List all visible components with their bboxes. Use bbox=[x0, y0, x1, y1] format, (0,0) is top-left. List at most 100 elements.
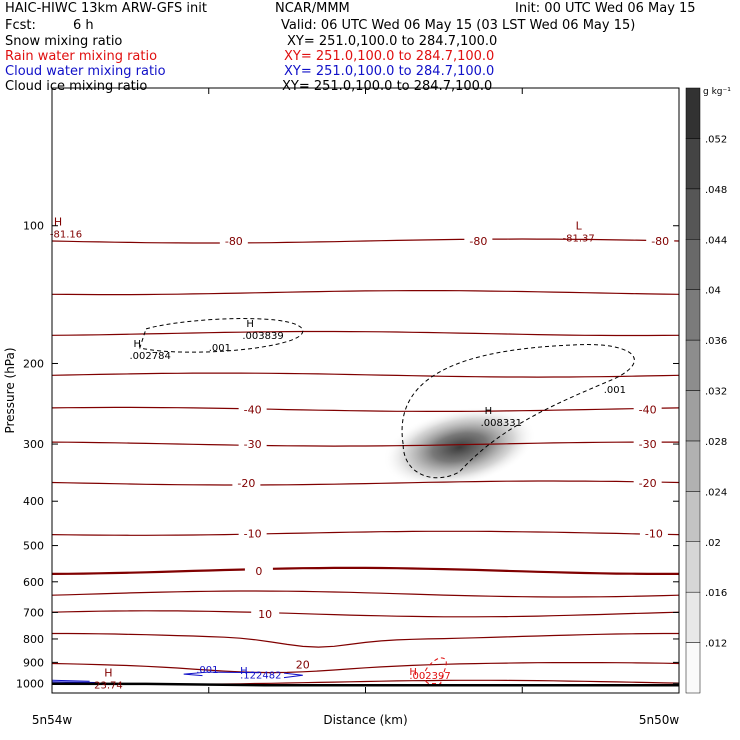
y-tick-label: 600 bbox=[23, 576, 44, 589]
temperature-label-bg bbox=[244, 563, 273, 577]
cloud-water-max-symbol: H bbox=[240, 666, 248, 677]
colorbar-label: .04 bbox=[705, 286, 721, 297]
temperature-contour bbox=[52, 480, 679, 486]
field-xy-rain: XY= 251.0,100.0 to 284.7,100.0 bbox=[284, 49, 495, 64]
temperature-label: -40 bbox=[639, 403, 657, 416]
colorbar-swatch bbox=[685, 339, 701, 391]
temperature-label-bg bbox=[288, 657, 317, 671]
cloud-ice-max-symbol: H bbox=[134, 339, 142, 350]
y-tick-label: 700 bbox=[23, 606, 44, 619]
y-tick-label: 500 bbox=[23, 540, 44, 553]
temperature-contour bbox=[52, 632, 679, 648]
snow-shading-max bbox=[382, 406, 537, 488]
temperature-label: 0 bbox=[255, 565, 262, 578]
temperature-label-bg bbox=[639, 526, 668, 540]
temperature-label-bg bbox=[238, 526, 267, 540]
field-xy-cloud-water: XY= 251.0,100.0 to 284.7,100.0 bbox=[284, 64, 495, 79]
temperature-label: -80 bbox=[651, 235, 669, 248]
field-name-snow: Snow mixing ratio bbox=[5, 34, 123, 49]
colorbar-label: .032 bbox=[705, 387, 727, 398]
colorbar-swatch bbox=[685, 390, 701, 442]
temperature-label-bg bbox=[238, 437, 267, 451]
field-xy-cloud-ice: XY= 251.0,100.0 to 284.7,100.0 bbox=[282, 79, 493, 94]
field-xy-snow: XY= 251.0,100.0 to 284.7,100.0 bbox=[287, 34, 498, 49]
temperature-label-bg bbox=[633, 402, 662, 416]
cloud-ice-contour-label: .001 bbox=[209, 343, 231, 354]
colorbar-swatch bbox=[685, 591, 701, 643]
temperature-label-bg bbox=[251, 606, 280, 620]
colorbar-label: .012 bbox=[705, 639, 727, 650]
temperature-extremum-value: 23.74 bbox=[94, 680, 123, 691]
temperature-label: 20 bbox=[296, 659, 310, 672]
cloud-ice-max-symbol: H bbox=[485, 406, 493, 417]
colorbar-swatch bbox=[685, 642, 701, 694]
y-axis-label: Pressure (hPa) bbox=[3, 347, 17, 433]
temperature-label: -80 bbox=[225, 235, 243, 248]
temperature-label-bg bbox=[219, 234, 248, 248]
model-title: HAIC-HIWC 13km ARW-GFS init bbox=[5, 1, 207, 16]
temperature-label: -40 bbox=[244, 403, 262, 416]
y-tick-label: 1000 bbox=[16, 677, 44, 690]
cloud-water-max-value: .122482 bbox=[240, 670, 281, 681]
temperature-label-bg bbox=[633, 476, 662, 490]
temperature-label-bg bbox=[646, 234, 675, 248]
cloud-ice-contour bbox=[139, 318, 304, 353]
temperature-extremum-symbol: H bbox=[54, 216, 62, 229]
fcst-value: 6 h bbox=[73, 18, 94, 33]
colorbar-swatch bbox=[685, 440, 701, 492]
colorbar-swatch bbox=[685, 87, 701, 139]
colorbar-swatch bbox=[685, 491, 701, 543]
colorbar-label: .028 bbox=[705, 437, 727, 448]
colorbar-label: .048 bbox=[705, 185, 727, 196]
colorbar-label: .02 bbox=[705, 538, 721, 549]
temperature-contour bbox=[52, 530, 679, 536]
cloud-water-contour-label: .001 bbox=[196, 665, 218, 676]
temperature-label: 10 bbox=[258, 608, 272, 621]
y-tick-label: 400 bbox=[23, 495, 44, 508]
rain-water-contour bbox=[423, 657, 447, 685]
cloud-ice-max-value: .008331 bbox=[481, 418, 522, 429]
cloud-ice-max-value: .002784 bbox=[130, 351, 171, 362]
colorbar-label: .024 bbox=[705, 487, 727, 498]
cloud-water-contour bbox=[183, 671, 303, 679]
temperature-contour bbox=[52, 372, 679, 378]
temperature-extremum-symbol: H bbox=[104, 666, 112, 679]
temperature-contour bbox=[52, 662, 679, 674]
temperature-label: -20 bbox=[639, 477, 657, 490]
plot-frame bbox=[51, 87, 680, 694]
y-tick-label: 100 bbox=[23, 220, 44, 233]
field-name-cloud-ice: Cloud ice mixing ratio bbox=[5, 79, 148, 94]
colorbar-label: .044 bbox=[705, 235, 727, 246]
cloud-ice-contour bbox=[401, 344, 635, 479]
center-name: NCAR/MMM bbox=[275, 1, 350, 16]
temperature-label: -10 bbox=[645, 527, 663, 540]
temperature-label: -10 bbox=[244, 527, 262, 540]
x-endpoint-right: 5n50w bbox=[639, 713, 680, 727]
temperature-label-bg bbox=[633, 437, 662, 451]
y-tick-label: 300 bbox=[23, 438, 44, 451]
init-time: Init: 00 UTC Wed 06 May 15 bbox=[515, 1, 696, 16]
field-name-rain: Rain water mixing ratio bbox=[5, 49, 158, 64]
temperature-contour bbox=[52, 330, 679, 337]
colorbar-swatch bbox=[685, 239, 701, 290]
temperature-label: -80 bbox=[469, 235, 487, 248]
temperature-extremum-value: -81.16 bbox=[50, 230, 82, 241]
temperature-contour bbox=[52, 566, 679, 575]
temperature-contour bbox=[52, 290, 679, 296]
rain-water-max-value: .002397 bbox=[409, 671, 450, 682]
cloud-ice-max-symbol: H bbox=[246, 319, 254, 330]
temperature-contour bbox=[52, 238, 679, 244]
temperature-contour bbox=[52, 610, 679, 618]
rain-water-max-symbol: H bbox=[409, 667, 417, 678]
colorbar-swatch bbox=[685, 541, 701, 593]
colorbar-swatch bbox=[685, 289, 701, 341]
y-tick-label: 800 bbox=[23, 633, 44, 646]
temperature-label: -30 bbox=[244, 438, 262, 451]
temperature-label: -20 bbox=[237, 477, 255, 490]
colorbar-label: .016 bbox=[705, 588, 727, 599]
colorbar-swatch bbox=[685, 138, 701, 190]
colorbar-label: .052 bbox=[705, 134, 727, 145]
temperature-label: -30 bbox=[639, 438, 657, 451]
valid-time: Valid: 06 UTC Wed 06 May 15 (03 LST Wed … bbox=[281, 18, 636, 33]
